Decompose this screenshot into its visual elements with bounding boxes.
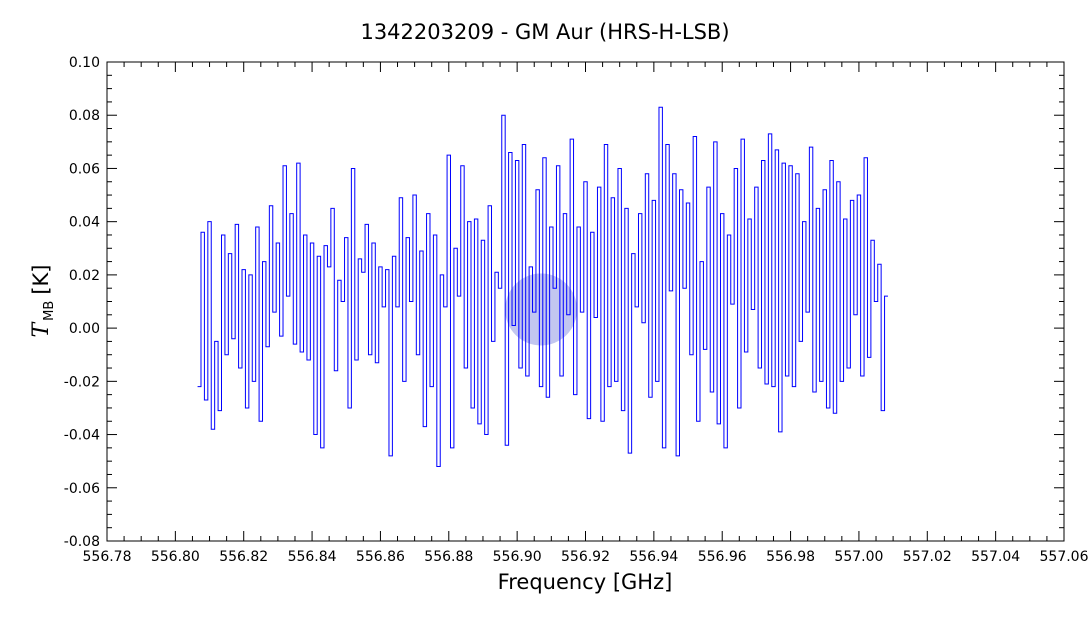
x-tick-label: 556.96 [698,549,747,565]
x-tick-label: 557.04 [971,549,1020,565]
x-tick-label: 556.86 [356,549,405,565]
series-group [197,106,888,467]
y-tick-label: 0.06 [69,161,100,177]
y-tick-label: 0.08 [69,108,100,124]
y-tick-label: -0.08 [64,534,100,550]
chart-title: 1342203209 - GM Aur (HRS-H-LSB) [360,20,729,44]
x-tick-label: 556.78 [83,549,132,565]
y-tick-label: 0.02 [69,268,100,284]
y-tick-label: -0.02 [64,374,100,390]
y-axis-label: TMB [K] [29,265,57,338]
series-line-0 [197,106,888,467]
x-tick-label: 556.84 [288,549,337,565]
x-tick-label: 557.00 [834,549,883,565]
x-axis-label: Frequency [GHz] [498,570,673,594]
x-tick-label: 556.82 [219,549,268,565]
y-tick-label: 0.10 [69,55,100,71]
x-tick-labels: 556.78 556.80 556.82 556.84 556.86 556.88 556.… [83,549,1089,565]
plot-frame [106,61,1065,542]
x-tick-label: 556.90 [493,549,542,565]
y-axis-label-subscript: MB [42,301,57,321]
highlight-marker [505,273,578,346]
y-tick-labels: -0.08 -0.06 -0.04 -0.02 0.00 0.02 0.04 0.06 0.08… [64,55,100,550]
x-tick-label: 557.02 [903,549,952,565]
y-tick-label: -0.04 [64,428,100,444]
tick-marks [106,61,1065,542]
y-axis-label-symbol: T [29,321,54,338]
y-tick-label: 0.00 [69,321,100,337]
y-axis-label-unit: [K] [29,265,53,295]
y-tick-label: 0.04 [69,215,100,231]
x-tick-label: 556.92 [561,549,610,565]
x-tick-label: 556.88 [424,549,473,565]
x-tick-label: 556.94 [629,549,678,565]
x-tick-label: 557.06 [1040,549,1089,565]
y-tick-label: -0.06 [64,481,100,497]
x-tick-label: 556.80 [151,549,200,565]
x-tick-label: 556.98 [766,549,815,565]
